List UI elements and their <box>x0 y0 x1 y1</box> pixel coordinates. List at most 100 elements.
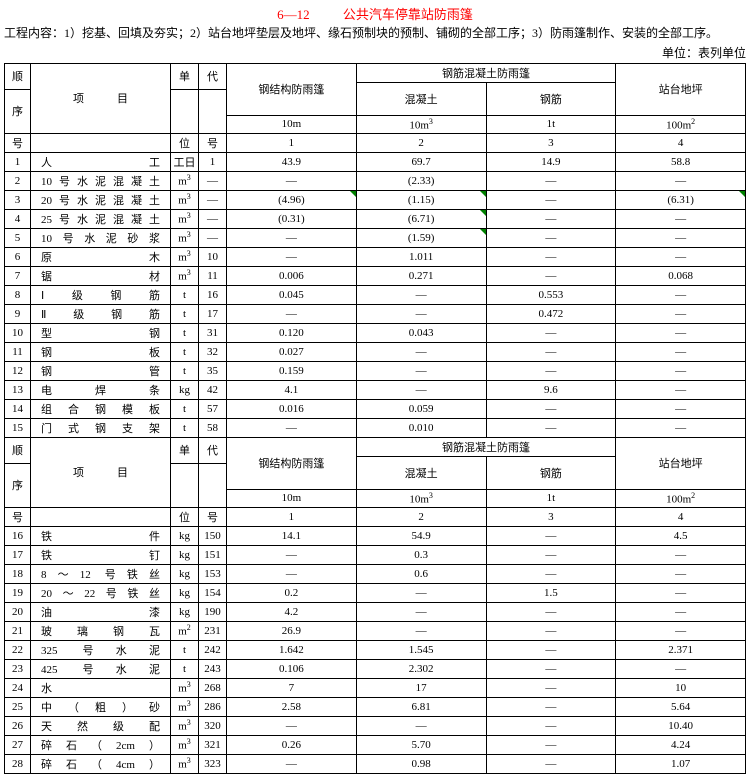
cell-value: — <box>356 342 486 361</box>
cell-value: 0.043 <box>356 323 486 342</box>
cell-value: — <box>616 659 746 678</box>
cell-value: 0.472 <box>486 304 616 323</box>
cell-unit: kg <box>171 526 199 545</box>
cell-unit: 工日 <box>171 152 199 171</box>
cell-value: (4.96) <box>227 190 357 209</box>
table-row: 9Ⅱ 级 钢 筋t17——0.472— <box>5 304 746 323</box>
cell-value: — <box>616 583 746 602</box>
table-row: 23425 号水泥t2430.1062.302—— <box>5 659 746 678</box>
cell-value: 0.98 <box>356 754 486 773</box>
cell-item: 10号水泥砂浆 <box>31 228 171 247</box>
th-u2: 10m3 <box>356 489 486 507</box>
cell-item: 钢 管 <box>31 361 171 380</box>
cell-item: 人 工 <box>31 152 171 171</box>
cell-code: 286 <box>199 697 227 716</box>
cell-value: (1.15) <box>356 190 486 209</box>
cell-unit: t <box>171 361 199 380</box>
cell-unit: m2 <box>171 621 199 640</box>
cell-code: 151 <box>199 545 227 564</box>
cell-code: 154 <box>199 583 227 602</box>
cell-value: 0.159 <box>227 361 357 380</box>
cell-unit: t <box>171 640 199 659</box>
cell-value: — <box>486 209 616 228</box>
table-row: 25中（粗）砂m32862.586.81—5.64 <box>5 697 746 716</box>
th-u4: 100m2 <box>616 489 746 507</box>
cell-seq: 8 <box>5 285 31 304</box>
cell-item: 325 号水泥 <box>31 640 171 659</box>
table-row: 1人 工工日143.969.714.958.8 <box>5 152 746 171</box>
cell-value: 54.9 <box>356 526 486 545</box>
cell-value: — <box>356 583 486 602</box>
cell-unit: t <box>171 342 199 361</box>
th-u1: 10m <box>227 489 357 507</box>
cell-value: — <box>486 526 616 545</box>
title-code: 6—12 <box>277 7 310 23</box>
th-unit: 单 <box>171 63 199 89</box>
th-unit-blank <box>171 89 199 133</box>
cell-value: 4.24 <box>616 735 746 754</box>
cell-value: 5.64 <box>616 697 746 716</box>
cell-code: 32 <box>199 342 227 361</box>
cell-code: 42 <box>199 380 227 399</box>
cell-value: 10.40 <box>616 716 746 735</box>
cell-seq: 21 <box>5 621 31 640</box>
cell-value: — <box>486 564 616 583</box>
cell-value: 0.059 <box>356 399 486 418</box>
table-row: 15门式钢支架t58—0.010—— <box>5 418 746 437</box>
table-row: 22325 号水泥t2421.6421.545—2.371 <box>5 640 746 659</box>
cell-code: 17 <box>199 304 227 323</box>
th-code: 代 <box>199 437 227 463</box>
th-g3: 站台地坪 <box>616 63 746 115</box>
th-seq-mid: 序 <box>5 89 31 133</box>
cell-seq: 13 <box>5 380 31 399</box>
cell-value: 1.07 <box>616 754 746 773</box>
cell-value: — <box>616 545 746 564</box>
cell-seq: 19 <box>5 583 31 602</box>
th-seq: 顺 <box>5 63 31 89</box>
cell-code: 243 <box>199 659 227 678</box>
cell-item: 铁 件 <box>31 526 171 545</box>
table-row: 7锯 材m3110.0060.271—0.068 <box>5 266 746 285</box>
cell-item: 碎石（4cm） <box>31 754 171 773</box>
cell-value: 5.70 <box>356 735 486 754</box>
cell-value: 43.9 <box>227 152 357 171</box>
cell-value: — <box>616 399 746 418</box>
cell-seq: 4 <box>5 209 31 228</box>
cell-item: 8～12 号铁丝 <box>31 564 171 583</box>
cell-value: 0.027 <box>227 342 357 361</box>
cell-value: 9.6 <box>486 380 616 399</box>
cell-unit: kg <box>171 545 199 564</box>
cell-seq: 20 <box>5 602 31 621</box>
cell-value: 0.106 <box>227 659 357 678</box>
unit-label: 单位：表列单位 <box>4 44 746 61</box>
table-row: 210号水泥混凝土m3——(2.33)—— <box>5 171 746 190</box>
cell-seq: 14 <box>5 399 31 418</box>
cell-item: 20～22号铁丝 <box>31 583 171 602</box>
cell-code: 323 <box>199 754 227 773</box>
th-n4: 4 <box>616 507 746 526</box>
th-item: 项 目 <box>31 437 171 507</box>
cell-value: — <box>616 380 746 399</box>
cell-value: — <box>486 640 616 659</box>
cell-value: — <box>616 171 746 190</box>
cell-value: — <box>616 602 746 621</box>
th-n3: 3 <box>486 507 616 526</box>
cell-value: (2.33) <box>356 171 486 190</box>
cell-code: — <box>199 228 227 247</box>
cell-item: Ⅰ 级 钢 筋 <box>31 285 171 304</box>
cell-value: 0.3 <box>356 545 486 564</box>
cell-code: 1 <box>199 152 227 171</box>
cell-unit: kg <box>171 564 199 583</box>
cell-code: — <box>199 171 227 190</box>
cell-item: 门式钢支架 <box>31 418 171 437</box>
cell-value: (1.59) <box>356 228 486 247</box>
th-code-blank <box>199 89 227 133</box>
cell-value: — <box>616 228 746 247</box>
table-row: 12钢 管t350.159——— <box>5 361 746 380</box>
th-g2a: 混凝土 <box>356 82 486 115</box>
cell-seq: 17 <box>5 545 31 564</box>
cell-value: 17 <box>356 678 486 697</box>
th-n2: 2 <box>356 507 486 526</box>
cell-unit: kg <box>171 583 199 602</box>
cell-seq: 5 <box>5 228 31 247</box>
